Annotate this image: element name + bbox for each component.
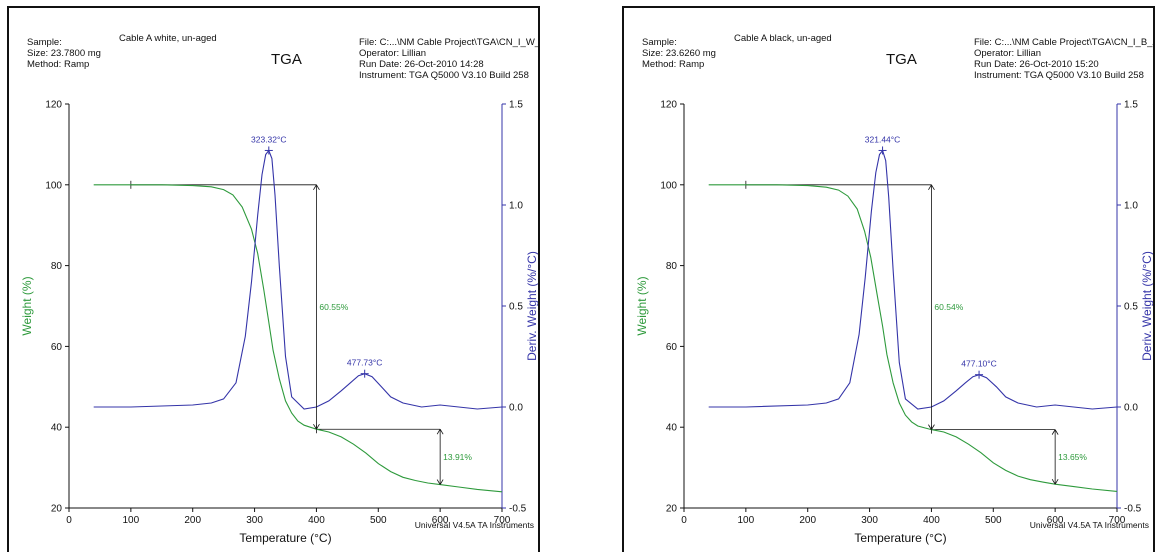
step-arrow [1054,478,1059,485]
y-tick-label: 20 [666,504,678,515]
step-arrow [1054,429,1059,435]
x-tick-label: 500 [370,515,387,526]
tga-chart-black: Sample: Cable A black, un-aged Size: 23.… [635,33,1153,546]
step-arrow [436,479,441,485]
y2-tick-label: -0.5 [509,504,527,515]
step-label: 13.91% [443,452,472,462]
footer-text: Universal V4.5A TA Instruments [415,520,534,530]
y2-axis-label: Deriv. Weight (%/°C) [525,251,538,361]
peak-label: 321.44°C [865,134,901,144]
tga-panel-white: Sample: Cable A white, un-aged Size: 23.… [7,6,540,552]
y2-tick-label: 1.5 [509,100,523,111]
x-tick-label: 600 [1047,515,1064,526]
peak-label: 323.32°C [251,134,287,144]
step-arrow [928,184,932,191]
x-tick-label: 0 [66,515,72,526]
y2-tick-label: 0.5 [1124,302,1138,313]
step-arrow [439,479,444,485]
run-date: Run Date: 26-Oct-2010 15:20 [974,59,1099,70]
y2-tick-label: -0.5 [1124,504,1142,515]
method: Method: Ramp [27,59,89,70]
chart-title: TGA [271,51,302,68]
x-tick-label: 400 [923,515,940,526]
y2-tick-label: 0.5 [509,302,523,313]
x-axis-label: Temperature (°C) [239,531,331,545]
chart-title: TGA [886,51,917,68]
instrument: Instrument: TGA Q5000 V3.10 Build 258 [359,70,529,81]
y-tick-label: 80 [666,261,678,272]
step-label: 60.54% [934,302,963,312]
y-tick-label: 40 [666,423,678,434]
step-arrow [1051,429,1056,435]
y-tick-label: 100 [45,180,62,191]
step-arrow [316,424,320,430]
x-tick-label: 400 [308,515,325,526]
y2-tick-label: 0.0 [509,403,523,414]
sample-name: Cable A black, un-aged [734,33,832,44]
x-tick-label: 200 [184,515,201,526]
tga-chart-white: Sample: Cable A white, un-aged Size: 23.… [20,33,538,546]
instrument: Instrument: TGA Q5000 V3.10 Build 258 [974,70,1144,81]
y2-tick-label: 1.5 [1124,100,1138,111]
x-tick-label: 300 [246,515,263,526]
step-arrow [931,184,935,191]
plot-area: 0 100 200 300 400 500 600 700 20 40 60 80 100 120 -0.5… [20,100,538,546]
step-label: 13.65% [1058,452,1087,462]
file-path: File: C:...\NM Cable Project\TGA\CN_I_W_… [359,37,538,48]
x-tick-label: 600 [432,515,449,526]
step-arrow [439,429,444,435]
x-tick-label: 300 [861,515,878,526]
weight-line [93,184,503,493]
step-arrow [928,424,932,430]
tga-panel-black: Sample: Cable A black, un-aged Size: 23.… [622,6,1155,552]
y-axis-label: Weight (%) [635,276,649,335]
y2-tick-label: 1.0 [1124,201,1138,212]
y-tick-label: 20 [51,504,63,515]
y-tick-label: 60 [51,342,63,353]
step-arrow [316,184,320,191]
x-tick-label: 700 [1109,515,1126,526]
operator: Operator: Lillian [974,48,1041,59]
y-tick-label: 40 [51,423,63,434]
step-arrow [931,424,935,430]
step-arrow [313,424,317,430]
x-tick-label: 500 [985,515,1002,526]
x-tick-label: 100 [738,515,755,526]
sample-size: Size: 23.7800 mg [27,48,101,59]
x-axis-label: Temperature (°C) [854,531,946,545]
y2-tick-label: 0.0 [1124,403,1138,414]
plot-area: 0 100 200 300 400 500 600 700 20 40 60 80 100 120 -0.5… [635,100,1153,546]
y-tick-label: 60 [666,342,678,353]
sample-name: Cable A white, un-aged [119,33,217,44]
run-date: Run Date: 26-Oct-2010 14:28 [359,59,484,70]
y-tick-label: 120 [660,100,677,111]
x-tick-label: 700 [494,515,511,526]
deriv-weight-line [93,149,503,410]
step-arrow [1051,478,1056,485]
y-axis-label: Weight (%) [20,276,34,335]
y-tick-label: 80 [51,261,63,272]
step-arrow [436,429,441,435]
deriv-weight-line [708,149,1118,410]
x-tick-label: 0 [681,515,687,526]
weight-line [708,184,1118,492]
y-tick-label: 120 [45,100,62,111]
peak-label: 477.73°C [347,358,383,368]
sample-label: Sample: [642,37,677,48]
step-label: 60.55% [319,302,348,312]
peak-label: 477.10°C [961,359,997,369]
method: Method: Ramp [642,59,704,70]
y-tick-label: 100 [660,180,677,191]
x-tick-label: 100 [123,515,140,526]
y2-tick-label: 1.0 [509,201,523,212]
file-path: File: C:...\NM Cable Project\TGA\CN_I_B_… [974,37,1153,48]
x-tick-label: 200 [799,515,816,526]
sample-size: Size: 23.6260 mg [642,48,716,59]
operator: Operator: Lillian [359,48,426,59]
y2-axis-label: Deriv. Weight (%/°C) [1140,251,1153,361]
footer-text: Universal V4.5A TA Instruments [1030,520,1149,530]
step-arrow [313,184,317,191]
sample-label: Sample: [27,37,62,48]
